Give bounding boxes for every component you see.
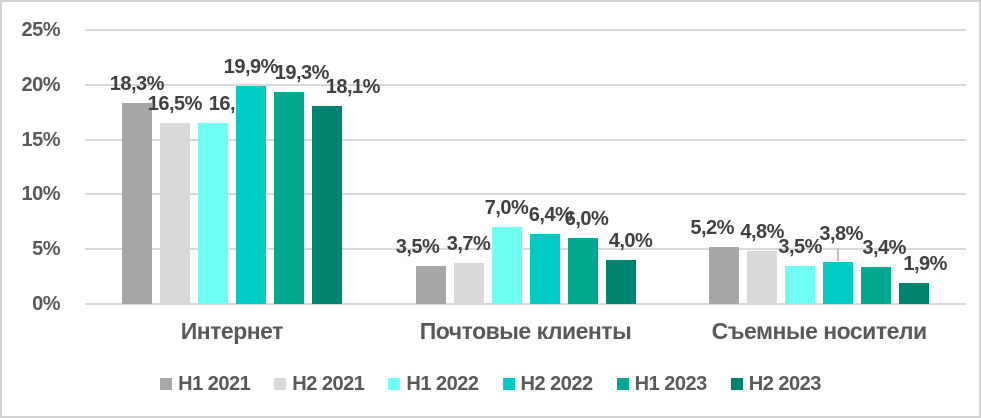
x-axis-category-label: Почтовые клиенты [419, 318, 632, 344]
bar [121, 103, 152, 304]
bar-data-label: 3,4% [862, 236, 906, 259]
gridline [85, 193, 966, 196]
bar-data-label: 3,5% [395, 235, 440, 258]
gridline [85, 303, 966, 305]
gridline [85, 138, 966, 141]
bar [529, 233, 560, 304]
legend: H1 2021 H2 2021 H1 2022 H2 2022 H1 2023 H2 20… [2, 372, 979, 396]
bar [159, 123, 190, 304]
gridline [85, 29, 966, 31]
bar-data-label: 19,9% [223, 55, 279, 78]
legend-label: H1 2022 [406, 372, 479, 395]
bar [197, 123, 228, 304]
bar-data-label: 19,3% [274, 62, 330, 85]
bar [415, 265, 446, 304]
bar-data-label: 16,5% [147, 93, 203, 116]
bar [899, 283, 930, 304]
legend-item: H2 2021 [274, 372, 365, 396]
bar-data-label: 6,0% [564, 208, 609, 231]
gridline [85, 83, 966, 86]
bar-data-label: 5,2% [690, 217, 734, 239]
bar [491, 227, 522, 304]
y-axis-tick-label: 5% [32, 238, 60, 261]
legend-swatch [274, 378, 287, 390]
x-axis-category-label: Съемные носители [711, 318, 927, 344]
bar [823, 262, 854, 304]
legend-label: H1 2021 [178, 372, 251, 395]
bar [235, 85, 266, 304]
bar [747, 251, 778, 304]
bar-data-label: 4,8% [740, 221, 784, 244]
bar-data-label: 6,4% [528, 203, 573, 226]
bar [709, 247, 740, 304]
gridline [85, 248, 966, 251]
legend-swatch [502, 378, 515, 390]
y-axis-tick-label: 0% [32, 293, 60, 315]
legend-swatch [616, 378, 629, 390]
bar [311, 105, 342, 304]
legend-item: H1 2021 [160, 372, 251, 396]
legend-swatch [730, 378, 743, 390]
bar-data-label: 1,9% [903, 253, 947, 276]
bar-data-label: 18,3% [109, 73, 165, 96]
y-axis-tick-label: 10% [21, 183, 60, 206]
bar-data-label: 18,1% [325, 75, 381, 98]
y-axis-tick-label: 20% [21, 73, 60, 96]
bar [567, 238, 598, 304]
bar [785, 265, 816, 304]
bar-data-label: 3,5% [778, 235, 822, 258]
y-axis-tick-label: 25% [21, 19, 60, 41]
y-axis-tick-label: 15% [21, 128, 60, 151]
bar-data-label: 3,7% [446, 233, 491, 256]
bar [273, 92, 304, 304]
bar-data-label: 3,8% [819, 223, 863, 246]
bar [453, 263, 484, 304]
x-axis-category-label: Интернет [180, 318, 284, 344]
legend-swatch [160, 378, 173, 390]
legend-label: H2 2021 [292, 372, 365, 395]
legend-item: H1 2022 [388, 372, 479, 396]
bar [861, 266, 892, 304]
legend-item: H2 2023 [730, 372, 822, 396]
legend-label: H1 2023 [634, 372, 708, 395]
bar-data-label: 7,0% [484, 197, 529, 220]
legend-label: H2 2022 [520, 372, 594, 395]
bar-data-label: 4,0% [608, 230, 653, 253]
bar [605, 260, 636, 304]
legend-item: H2 2022 [502, 372, 594, 396]
legend-label: H2 2023 [748, 372, 822, 395]
legend-item: H1 2023 [616, 372, 708, 396]
legend-swatch [388, 378, 401, 390]
label-leader-line [837, 248, 840, 262]
